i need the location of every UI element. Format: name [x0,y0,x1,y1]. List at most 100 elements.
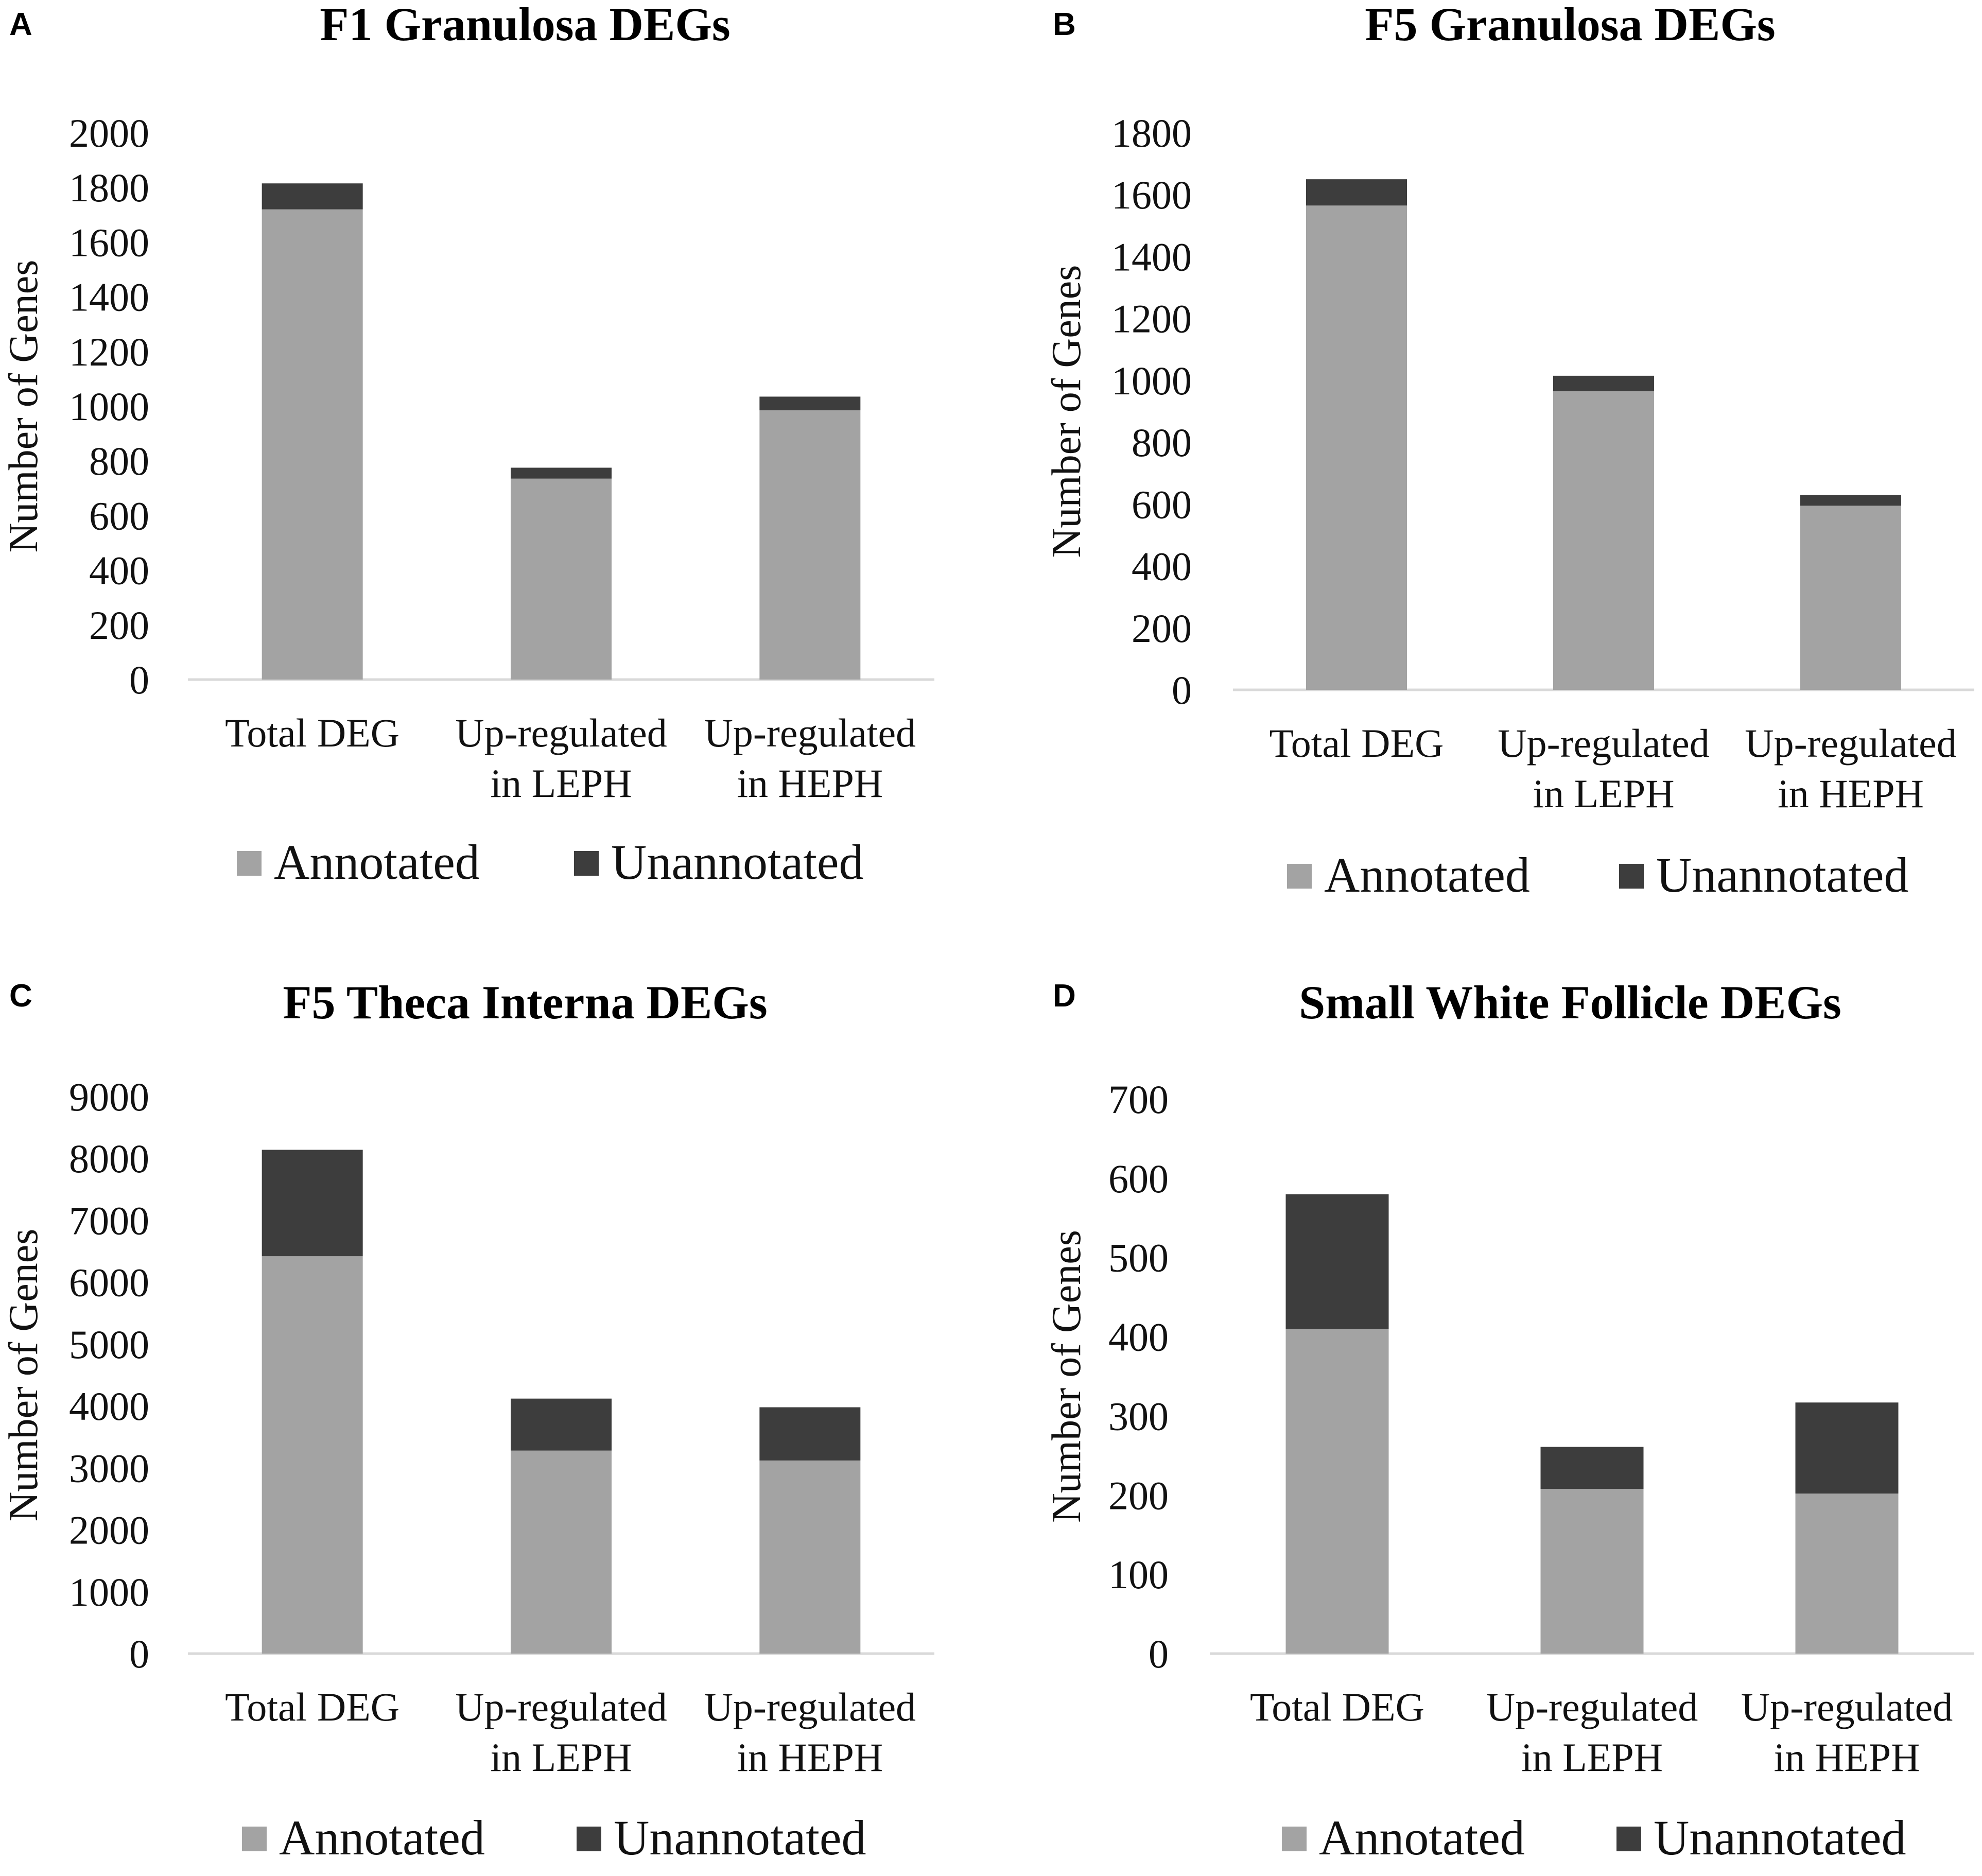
bar-a-1-unannotated [262,183,363,210]
panel-letter-b: B [1053,7,1076,42]
y-tick-label-a-6: 1200 [69,329,149,374]
chart-panel-a: A F1 Granulosa DEGs 0 200 400 600 800 1000 1200 1… [1,0,934,890]
y-tick-label-a-7: 1400 [69,275,149,320]
bar-b-2-unannotated [1553,375,1654,391]
bar-c-1-annotated [262,1256,363,1654]
bar-c-3-unannotated [759,1407,861,1461]
x-category-label-d-1-line1: Total DEG [1250,1684,1424,1729]
y-tick-label-b-3: 600 [1132,482,1192,527]
y-tick-label-b-0: 0 [1172,668,1192,713]
bar-a-2-annotated [511,478,612,680]
y-tick-label-d-6: 600 [1108,1156,1169,1201]
x-category-label-c-2-line1: Up-regulated [455,1684,667,1729]
x-category-label-c-3-line2: in HEPH [737,1735,883,1780]
chart-panel-c: C F5 Theca Interna DEGs 0 1000 2000 3000 4000 5… [1,976,934,1865]
x-category-label-b-3-line1: Up-regulated [1745,721,1956,766]
legend-label-c-annotated: Annotated [279,1810,485,1865]
y-axis-title-c: Number of Genes [1,1229,46,1522]
legend-swatch-a-annotated [237,851,262,876]
y-tick-label-c-6: 6000 [69,1260,149,1305]
x-category-label-b-3-line2: in HEPH [1778,771,1924,816]
x-category-label-a-3-line2: in HEPH [737,761,883,806]
x-category-label-a-2-line1: Up-regulated [455,710,667,755]
y-tick-label-d-1: 100 [1108,1552,1169,1597]
bar-d-2-annotated [1540,1488,1644,1654]
legend-swatch-c-unannotated [577,1827,601,1851]
bar-c-2-unannotated [511,1398,612,1451]
x-category-label-a-2-line2: in LEPH [490,761,632,806]
bar-b-3-unannotated [1800,495,1901,506]
x-category-label-a-3-line1: Up-regulated [704,710,916,755]
y-tick-label-d-7: 700 [1108,1077,1169,1122]
bar-a-2-unannotated [511,467,612,479]
legend-label-d-unannotated: Unannotated [1654,1810,1906,1865]
x-category-label-a-1-line1: Total DEG [225,710,399,755]
y-tick-label-b-5: 1000 [1111,358,1192,403]
y-axis-title-a: Number of Genes [1,260,46,553]
y-tick-label-b-6: 1200 [1111,297,1192,341]
bar-d-1-annotated [1285,1329,1389,1654]
y-tick-label-b-7: 1400 [1111,234,1192,279]
panel-letter-d: D [1053,978,1076,1014]
y-tick-label-c-7: 7000 [69,1198,149,1243]
bar-d-3-unannotated [1795,1402,1899,1494]
y-axis-title-b: Number of Genes [1044,265,1089,558]
bar-d-2-unannotated [1540,1447,1644,1489]
legend-swatch-d-unannotated [1616,1827,1641,1851]
y-tick-label-c-0: 0 [129,1631,149,1676]
x-category-label-c-2-line2: in LEPH [490,1735,632,1780]
y-tick-label-a-10: 2000 [69,111,149,155]
legend-swatch-b-unannotated [1619,864,1644,889]
x-category-label-c-1-line1: Total DEG [225,1684,399,1729]
y-tick-label-b-9: 1800 [1111,111,1192,155]
y-tick-label-a-1: 200 [89,603,149,648]
legend-label-a-unannotated: Unannotated [611,835,864,890]
chart-title-c: F5 Theca Interna DEGs [283,976,767,1029]
bar-c-3-annotated [759,1460,861,1654]
legend-swatch-d-annotated [1282,1827,1307,1851]
legend-label-c-unannotated: Unannotated [614,1810,866,1865]
legend-label-d-annotated: Annotated [1319,1810,1525,1865]
y-tick-label-c-9: 9000 [69,1074,149,1119]
bar-a-3-unannotated [759,396,861,410]
x-category-label-c-3-line1: Up-regulated [704,1684,916,1729]
y-tick-label-c-2: 2000 [69,1508,149,1553]
y-tick-label-a-8: 1600 [69,220,149,265]
bar-c-1-unannotated [262,1150,363,1257]
bar-a-3-annotated [759,410,861,680]
chart-title-d: Small White Follicle DEGs [1299,976,1841,1029]
x-category-label-b-2-line1: Up-regulated [1498,721,1709,766]
y-tick-label-a-0: 0 [129,657,149,702]
bar-b-1-annotated [1306,205,1407,690]
bar-a-1-annotated [262,209,363,680]
y-tick-label-b-8: 1600 [1111,172,1192,217]
chart-title-b: F5 Granulosa DEGs [1365,0,1775,50]
chart-title-a: F1 Granulosa DEGs [320,0,730,50]
legend-label-b-annotated: Annotated [1324,847,1530,902]
panel-letter-c: C [9,978,32,1014]
x-category-label-b-1-line1: Total DEG [1270,721,1444,766]
legend-label-b-unannotated: Unannotated [1656,847,1909,902]
y-axis-title-d: Number of Genes [1044,1230,1089,1523]
bar-b-2-annotated [1553,391,1654,690]
y-tick-label-a-5: 1000 [69,384,149,429]
x-category-label-d-2-line1: Up-regulated [1486,1684,1698,1729]
y-tick-label-c-1: 1000 [69,1570,149,1614]
y-tick-label-d-5: 500 [1108,1236,1169,1280]
y-tick-label-c-5: 5000 [69,1322,149,1367]
y-tick-label-d-0: 0 [1149,1631,1169,1676]
y-tick-label-d-4: 400 [1108,1315,1169,1360]
y-tick-label-a-9: 1800 [69,165,149,210]
y-tick-label-b-2: 400 [1132,544,1192,589]
x-category-label-b-2-line2: in LEPH [1533,771,1674,816]
y-tick-label-b-1: 200 [1132,606,1192,651]
legend-swatch-a-unannotated [574,851,599,876]
chart-panel-d: D Small White Follicle DEGs 0 100 200 300 400 5… [1044,976,1974,1865]
y-tick-label-c-3: 3000 [69,1446,149,1490]
chart-panel-b: B F5 Granulosa DEGs 0 200 400 600 800 1000 1200 1… [1044,0,1974,902]
y-tick-label-d-3: 300 [1108,1394,1169,1438]
legend-swatch-b-annotated [1287,864,1312,889]
y-tick-label-b-4: 800 [1132,420,1192,465]
